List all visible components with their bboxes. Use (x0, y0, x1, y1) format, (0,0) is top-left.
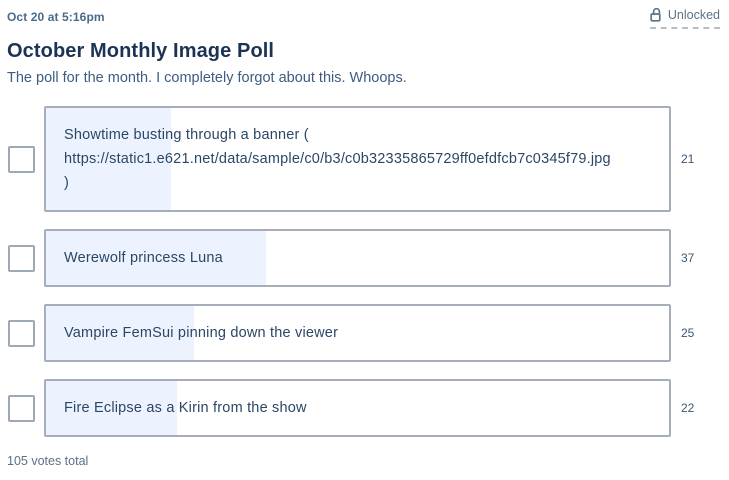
vote-count: 25 (681, 326, 695, 340)
vote-count: 37 (681, 251, 695, 265)
option-checkbox[interactable] (8, 394, 35, 422)
option-label: Vampire FemSui pinning down the viewer (64, 325, 339, 341)
poll-option-row: Showtime busting through a banner ( http… (7, 106, 721, 212)
vote-progress-fill (46, 381, 177, 435)
option-checkbox[interactable] (8, 319, 35, 347)
poll-page: Oct 20 at 5:16pm Unlocked October Monthl… (7, 8, 721, 468)
poll-option-row: Vampire FemSui pinning down the viewer 2… (7, 304, 721, 362)
topbar: Oct 20 at 5:16pm Unlocked (7, 8, 721, 29)
option-checkbox[interactable] (8, 145, 35, 173)
option-label: Fire Eclipse as a Kirin from the show (64, 400, 307, 416)
vote-count: 21 (681, 152, 695, 166)
option-checkbox[interactable] (8, 244, 35, 272)
poll-description: The poll for the month. I completely for… (7, 70, 407, 86)
option-bar[interactable]: Werewolf princess Luna (44, 229, 671, 287)
poll-option-row: Fire Eclipse as a Kirin from the show 22 (7, 379, 721, 437)
option-bar[interactable]: Fire Eclipse as a Kirin from the show (44, 379, 671, 437)
option-label: Showtime busting through a banner ( http… (64, 127, 611, 191)
vote-progress-fill (46, 231, 266, 285)
unlocked-label: Unlocked (667, 8, 720, 22)
poll-options-list: Showtime busting through a banner ( http… (7, 106, 721, 437)
unlocked-badge[interactable]: Unlocked (649, 8, 720, 29)
vote-progress-fill (46, 306, 195, 360)
option-label: Werewolf princess Luna (64, 250, 223, 266)
poll-title: October Monthly Image Poll (7, 40, 275, 62)
vote-progress-fill (46, 108, 171, 210)
poll-option-row: Werewolf princess Luna 37 (7, 229, 721, 287)
vote-count: 22 (681, 401, 695, 415)
option-bar[interactable]: Vampire FemSui pinning down the viewer (44, 304, 671, 362)
unlock-icon (650, 8, 663, 22)
option-bar[interactable]: Showtime busting through a banner ( http… (44, 106, 671, 212)
post-date: Oct 20 at 5:16pm (7, 10, 105, 24)
total-votes: 105 votes total (7, 454, 89, 468)
